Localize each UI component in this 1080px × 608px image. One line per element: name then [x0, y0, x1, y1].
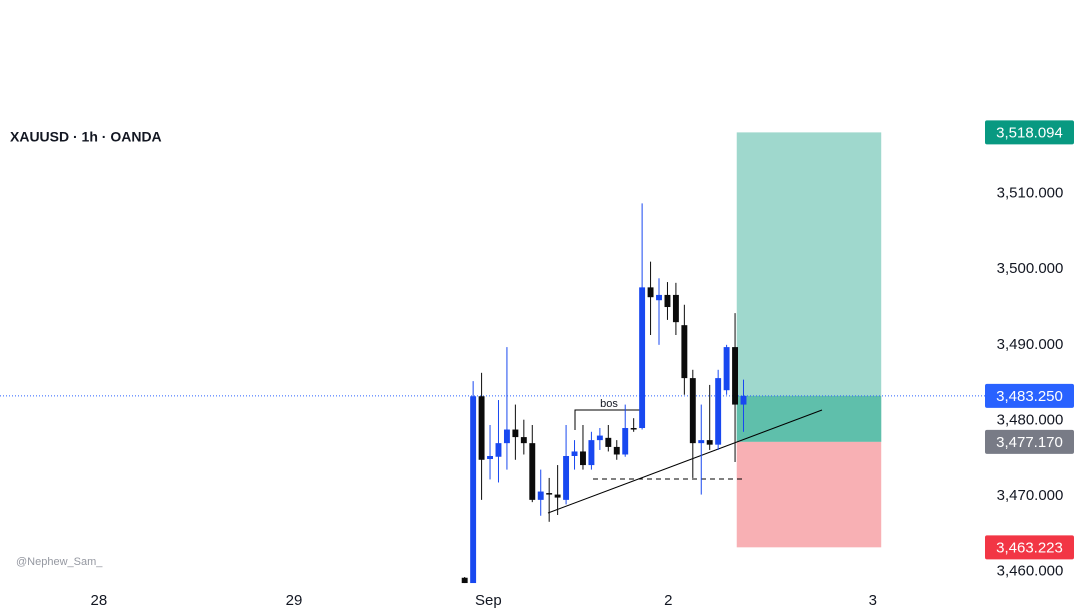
x-tick-label: 29 — [286, 592, 303, 608]
chart-title: XAUUSD · 1h · OANDA — [10, 129, 162, 145]
candle-body — [571, 451, 578, 456]
price-badge — [985, 535, 1074, 560]
candle-body — [588, 440, 595, 466]
y-tick-label: 3,480.000 — [997, 411, 1064, 428]
candle-body — [715, 378, 722, 445]
x-tick-label: 2 — [664, 592, 672, 608]
candle-body — [647, 287, 654, 298]
candles — [461, 203, 747, 584]
candle-body — [732, 347, 739, 405]
candle-body — [639, 287, 646, 429]
trend-line — [547, 409, 823, 514]
candle-body — [461, 577, 468, 584]
position-tool — [0, 132, 985, 548]
candle-body — [723, 347, 730, 391]
y-tick-label: 3,490.000 — [997, 336, 1064, 353]
candle-body — [681, 325, 688, 379]
candle-body — [470, 396, 477, 584]
axes: 3,460.000 3,470.000 3,480.000 3,490.000 3,50… — [91, 120, 1074, 608]
candle-body — [554, 494, 561, 498]
candle-body — [672, 294, 679, 323]
stop-zone — [736, 441, 882, 548]
candle-body — [706, 440, 713, 445]
x-tick-label: 28 — [91, 592, 108, 608]
price-badge-label: 3,483.250 — [996, 388, 1063, 405]
candle-body — [495, 443, 502, 457]
price-badge — [985, 120, 1074, 145]
x-tick-label: Sep — [475, 592, 502, 608]
candle-body — [580, 451, 586, 466]
x-tick-label: 3 — [869, 592, 877, 608]
watermark: @Nephew_Sam_ — [16, 556, 103, 568]
candle-body — [613, 446, 620, 455]
price-badge — [985, 429, 1074, 454]
candle-body — [622, 428, 629, 455]
price-badge — [985, 383, 1074, 408]
price-badge-label: 3,477.170 — [996, 434, 1063, 451]
candle-body — [698, 440, 705, 444]
y-tick-label: 3,460.000 — [997, 563, 1064, 580]
candle-body — [520, 437, 527, 444]
candle-body — [740, 395, 747, 405]
candle-body — [656, 294, 662, 301]
candle-body — [537, 491, 544, 500]
candle-body — [512, 429, 519, 438]
candle-body — [630, 428, 637, 430]
candle-body — [563, 456, 570, 500]
price-badge-label: 3,463.223 — [996, 539, 1063, 556]
candle-body — [689, 378, 696, 444]
candle-body — [605, 437, 612, 447]
candle-body — [596, 435, 603, 441]
y-tick-label: 3,500.000 — [997, 260, 1064, 277]
bos-line — [574, 409, 640, 430]
candle-body — [529, 443, 536, 500]
target-zone — [736, 132, 882, 442]
bos-label: bos — [600, 398, 618, 410]
candle-body — [546, 493, 553, 495]
y-tick-label: 3,470.000 — [997, 487, 1064, 504]
price-badge-label: 3,518.094 — [996, 124, 1063, 141]
active-zone — [736, 395, 882, 442]
candle-body — [487, 456, 493, 460]
y-tick-label: 3,510.000 — [997, 185, 1064, 202]
candle-body — [503, 429, 510, 444]
candle-body — [664, 294, 671, 308]
candle-body — [478, 396, 485, 460]
